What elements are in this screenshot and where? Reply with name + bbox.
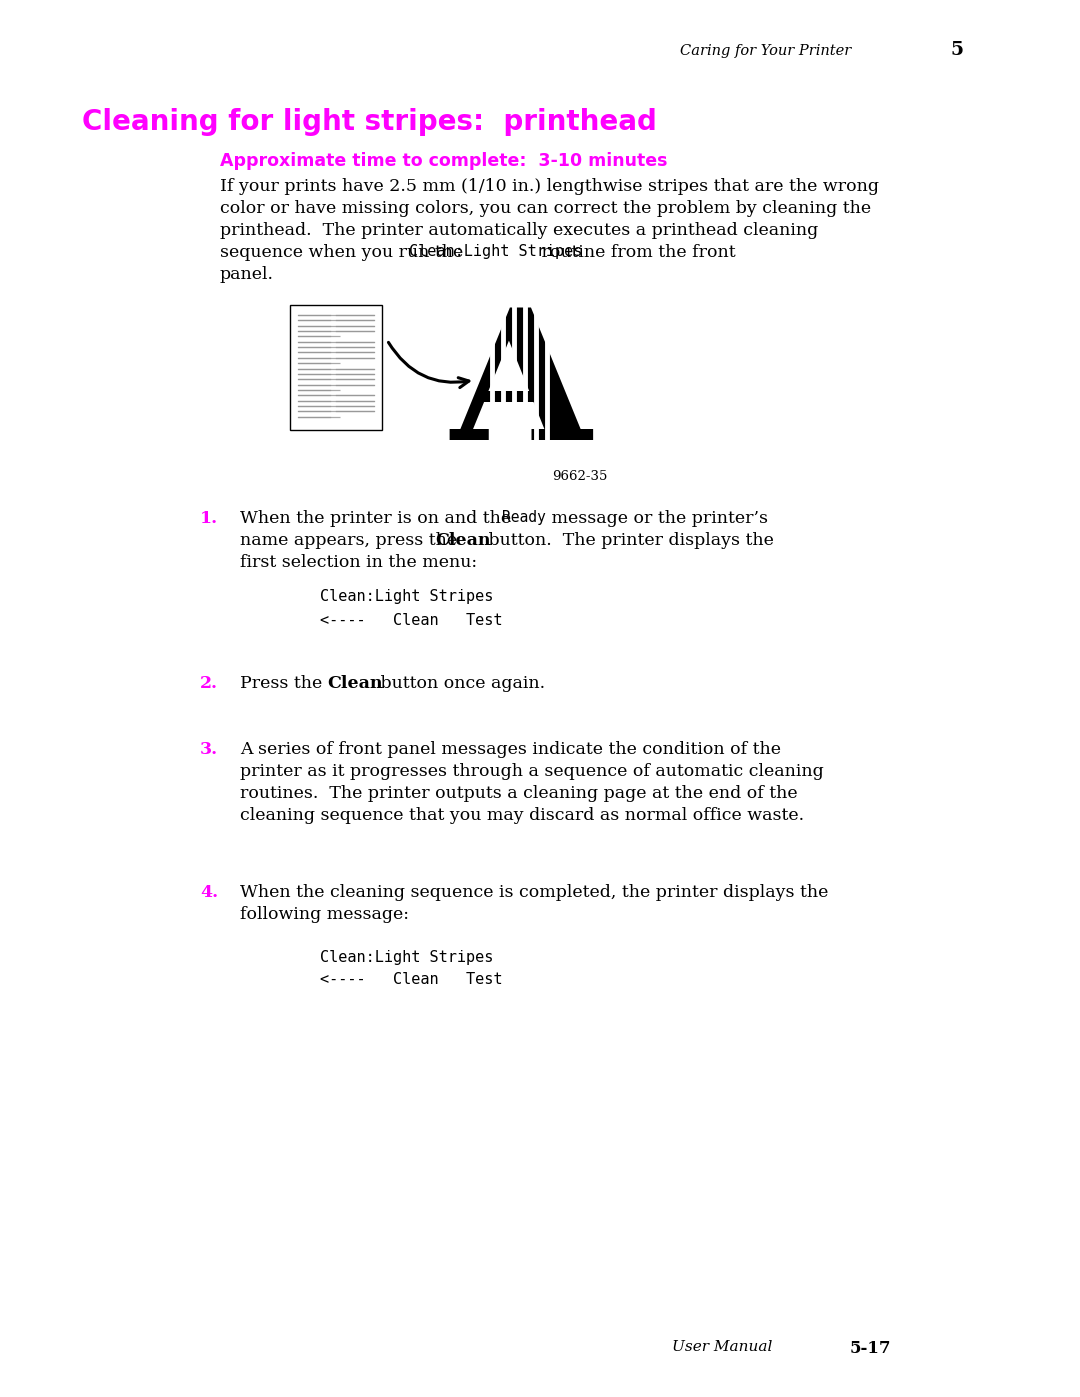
Text: 5-17: 5-17: [850, 1340, 891, 1356]
Text: Cleaning for light stripes:  printhead: Cleaning for light stripes: printhead: [82, 108, 657, 136]
Text: Ready: Ready: [502, 510, 545, 525]
Text: button once again.: button once again.: [375, 675, 545, 692]
Text: sequence when you run the: sequence when you run the: [220, 244, 469, 261]
Text: button.  The printer displays the: button. The printer displays the: [483, 532, 774, 549]
Text: 2.: 2.: [200, 675, 218, 692]
Text: User Manual: User Manual: [672, 1340, 772, 1354]
Text: 9662-35: 9662-35: [552, 469, 607, 483]
Text: cleaning sequence that you may discard as normal office waste.: cleaning sequence that you may discard a…: [240, 807, 805, 824]
Text: If your prints have 2.5 mm (1/10 in.) lengthwise stripes that are the wrong: If your prints have 2.5 mm (1/10 in.) le…: [220, 177, 879, 196]
Text: Clean: Clean: [435, 532, 490, 549]
Text: 5: 5: [950, 41, 963, 59]
Text: printhead.  The printer automatically executes a printhead cleaning: printhead. The printer automatically exe…: [220, 222, 819, 239]
Text: <----   Clean   Test: <---- Clean Test: [320, 613, 502, 629]
Text: Clean: Clean: [327, 675, 382, 692]
Text: Press the: Press the: [240, 675, 327, 692]
Text: Clean:Light Stripes: Clean:Light Stripes: [409, 244, 582, 258]
Text: first selection in the menu:: first selection in the menu:: [240, 555, 477, 571]
Text: color or have missing colors, you can correct the problem by cleaning the: color or have missing colors, you can co…: [220, 200, 872, 217]
Text: Approximate time to complete:  3-10 minutes: Approximate time to complete: 3-10 minut…: [220, 152, 667, 170]
Text: message or the printer’s: message or the printer’s: [546, 510, 768, 527]
Text: following message:: following message:: [240, 907, 409, 923]
Text: Clean:Light Stripes: Clean:Light Stripes: [320, 590, 494, 604]
Text: 4.: 4.: [200, 884, 218, 901]
Text: 1.: 1.: [200, 510, 218, 527]
Text: When the printer is on and the: When the printer is on and the: [240, 510, 516, 527]
Text: A series of front panel messages indicate the condition of the: A series of front panel messages indicat…: [240, 740, 781, 759]
Text: routine from the front: routine from the front: [536, 244, 735, 261]
Text: 3.: 3.: [200, 740, 218, 759]
Text: panel.: panel.: [220, 265, 274, 284]
Bar: [291, 305, 382, 430]
Text: <----   Clean   Test: <---- Clean Test: [320, 972, 502, 988]
Text: Clean:Light Stripes: Clean:Light Stripes: [320, 950, 494, 965]
Text: name appears, press the: name appears, press the: [240, 532, 462, 549]
Text: When the cleaning sequence is completed, the printer displays the: When the cleaning sequence is completed,…: [240, 884, 828, 901]
Text: routines.  The printer outputs a cleaning page at the end of the: routines. The printer outputs a cleaning…: [240, 785, 798, 802]
Text: printer as it progresses through a sequence of automatic cleaning: printer as it progresses through a seque…: [240, 763, 824, 780]
Text: A: A: [450, 302, 590, 478]
Text: Caring for Your Printer: Caring for Your Printer: [680, 43, 851, 59]
